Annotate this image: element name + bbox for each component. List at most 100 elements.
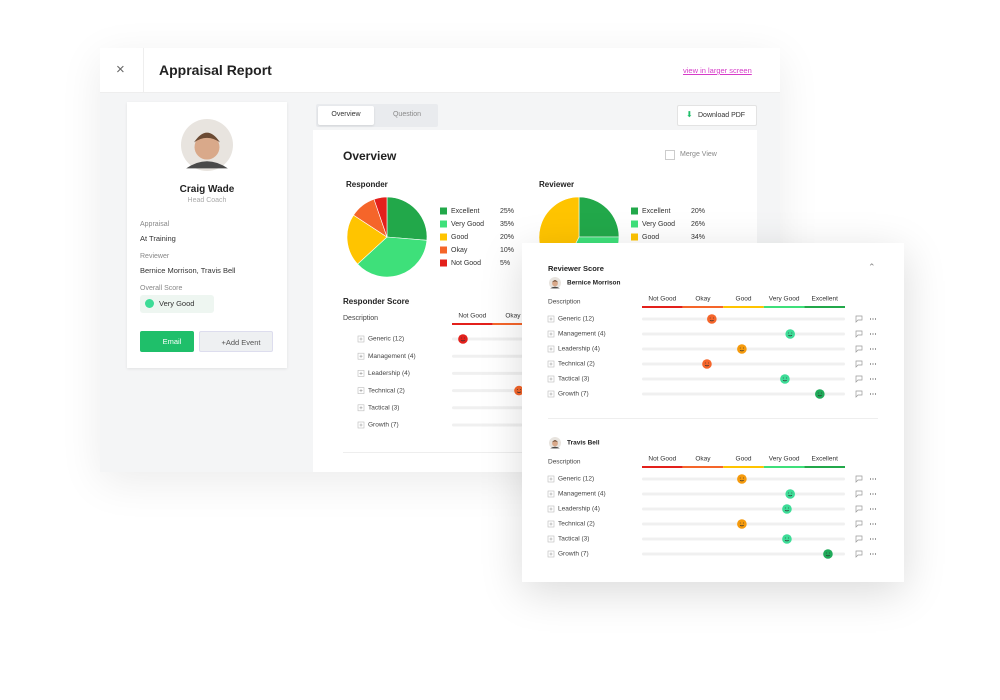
score-face bbox=[782, 534, 792, 544]
merge-label[interactable]: Merge View bbox=[680, 151, 717, 158]
description-label: Description bbox=[548, 459, 581, 466]
scale-label: Okay bbox=[695, 456, 711, 463]
legend-value: 26% bbox=[691, 221, 705, 228]
expand-plus bbox=[359, 371, 363, 375]
expand-box[interactable] bbox=[547, 390, 555, 398]
comment-icon[interactable] bbox=[855, 315, 863, 323]
face-features bbox=[709, 317, 714, 322]
scale-label: Excellent bbox=[812, 456, 839, 463]
expand-box[interactable] bbox=[547, 360, 555, 368]
row-label: Growth (7) bbox=[368, 422, 399, 429]
comment-icon[interactable] bbox=[855, 345, 863, 353]
comment-icon[interactable] bbox=[855, 505, 863, 513]
score-track bbox=[642, 492, 845, 496]
face-features bbox=[817, 392, 822, 397]
score-face bbox=[815, 389, 825, 399]
field-label: Overall Score bbox=[140, 285, 183, 292]
add-event-button[interactable]: +Add Event bbox=[199, 331, 273, 352]
expand-plus bbox=[549, 552, 553, 556]
expand-box[interactable] bbox=[547, 315, 555, 323]
avatar-body bbox=[186, 161, 228, 169]
score-face bbox=[702, 359, 712, 369]
comment-icon[interactable] bbox=[855, 520, 863, 528]
close-button[interactable]: × bbox=[116, 61, 125, 78]
comment-icon[interactable] bbox=[855, 535, 863, 543]
larger-screen-link[interactable]: view in larger screen bbox=[683, 66, 752, 75]
face-features bbox=[704, 362, 709, 367]
legend-value: 20% bbox=[500, 234, 514, 241]
download-button[interactable] bbox=[677, 105, 757, 126]
comment-icon[interactable] bbox=[855, 490, 863, 498]
pie-slice bbox=[373, 196, 388, 238]
expand-box[interactable] bbox=[357, 335, 365, 343]
expand-plus bbox=[549, 347, 553, 351]
scale-bar bbox=[682, 306, 724, 308]
download-label[interactable]: Download PDF bbox=[698, 112, 746, 119]
scale-bar bbox=[723, 466, 764, 468]
score-badge bbox=[140, 295, 214, 313]
face-features bbox=[460, 337, 465, 342]
expand-box[interactable] bbox=[547, 475, 555, 483]
row-label: Management (4) bbox=[558, 491, 606, 498]
face-features bbox=[782, 377, 787, 382]
overlay-divider bbox=[548, 418, 878, 419]
expand-box[interactable] bbox=[357, 352, 365, 360]
score-track bbox=[642, 317, 845, 321]
comment-icon[interactable] bbox=[855, 330, 863, 338]
reviewer-name: Travis Bell bbox=[567, 440, 600, 447]
expand-box[interactable] bbox=[357, 404, 365, 412]
scale-label: Okay bbox=[695, 296, 711, 303]
tab-label[interactable]: Overview bbox=[331, 111, 361, 118]
comment-icon[interactable] bbox=[855, 390, 863, 398]
expand-box[interactable] bbox=[547, 505, 555, 513]
row-label: Generic (12) bbox=[558, 316, 594, 323]
score-face bbox=[782, 504, 792, 514]
collapse-icon[interactable]: ⌃ bbox=[868, 262, 876, 272]
face-features bbox=[784, 507, 789, 512]
comment-icon[interactable] bbox=[855, 360, 863, 368]
field-label: Reviewer bbox=[140, 253, 170, 260]
legend-label: Excellent bbox=[642, 208, 670, 215]
email-button[interactable]: Email bbox=[140, 331, 194, 352]
avatar-hair bbox=[552, 440, 558, 443]
expand-box[interactable] bbox=[547, 520, 555, 528]
expand-box[interactable] bbox=[547, 550, 555, 558]
field-value: Very Good bbox=[159, 299, 195, 308]
comment-icon[interactable] bbox=[855, 475, 863, 483]
page-title: Appraisal Report bbox=[159, 62, 272, 78]
expand-box[interactable] bbox=[547, 375, 555, 383]
face-features bbox=[784, 537, 789, 542]
legend-value: 35% bbox=[500, 221, 514, 228]
row-label: Management (4) bbox=[558, 331, 606, 338]
responder-score-title: Responder Score bbox=[343, 297, 410, 306]
expand-box[interactable] bbox=[547, 330, 555, 338]
expand-box[interactable] bbox=[547, 490, 555, 498]
row-label: Tactical (3) bbox=[558, 536, 589, 543]
score-face bbox=[737, 474, 747, 484]
scale-label: Very Good bbox=[769, 456, 800, 463]
comment-icon[interactable] bbox=[855, 550, 863, 558]
expand-box[interactable] bbox=[357, 387, 365, 394]
row-label: Technical (2) bbox=[368, 387, 405, 394]
legend-swatch bbox=[440, 207, 447, 215]
tab-active[interactable] bbox=[318, 106, 374, 125]
score-face bbox=[823, 549, 833, 559]
legend-swatch bbox=[440, 220, 447, 228]
expand-plus bbox=[359, 389, 363, 393]
score-track bbox=[642, 552, 845, 556]
expand-box[interactable] bbox=[357, 421, 365, 429]
tab-label[interactable]: Question bbox=[392, 111, 422, 118]
expand-box[interactable] bbox=[547, 535, 555, 543]
expand-box[interactable] bbox=[357, 370, 365, 377]
comment-icon[interactable] bbox=[855, 375, 863, 383]
legend-swatch bbox=[440, 233, 447, 241]
legend-swatch bbox=[440, 259, 447, 267]
scale-bar bbox=[452, 323, 493, 325]
score-track bbox=[642, 507, 845, 511]
field-label: Appraisal bbox=[140, 221, 170, 228]
expand-box[interactable] bbox=[547, 345, 555, 353]
merge-checkbox[interactable] bbox=[665, 150, 675, 160]
scale-label: Good bbox=[736, 456, 752, 463]
